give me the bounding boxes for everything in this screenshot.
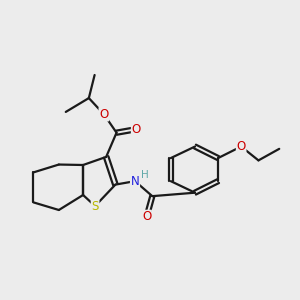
Text: O: O [131,123,141,136]
Text: O: O [236,140,246,153]
Text: H: H [141,170,148,180]
Text: S: S [92,200,99,213]
Text: N: N [130,175,140,188]
Text: O: O [142,210,151,224]
Text: O: O [99,108,109,121]
